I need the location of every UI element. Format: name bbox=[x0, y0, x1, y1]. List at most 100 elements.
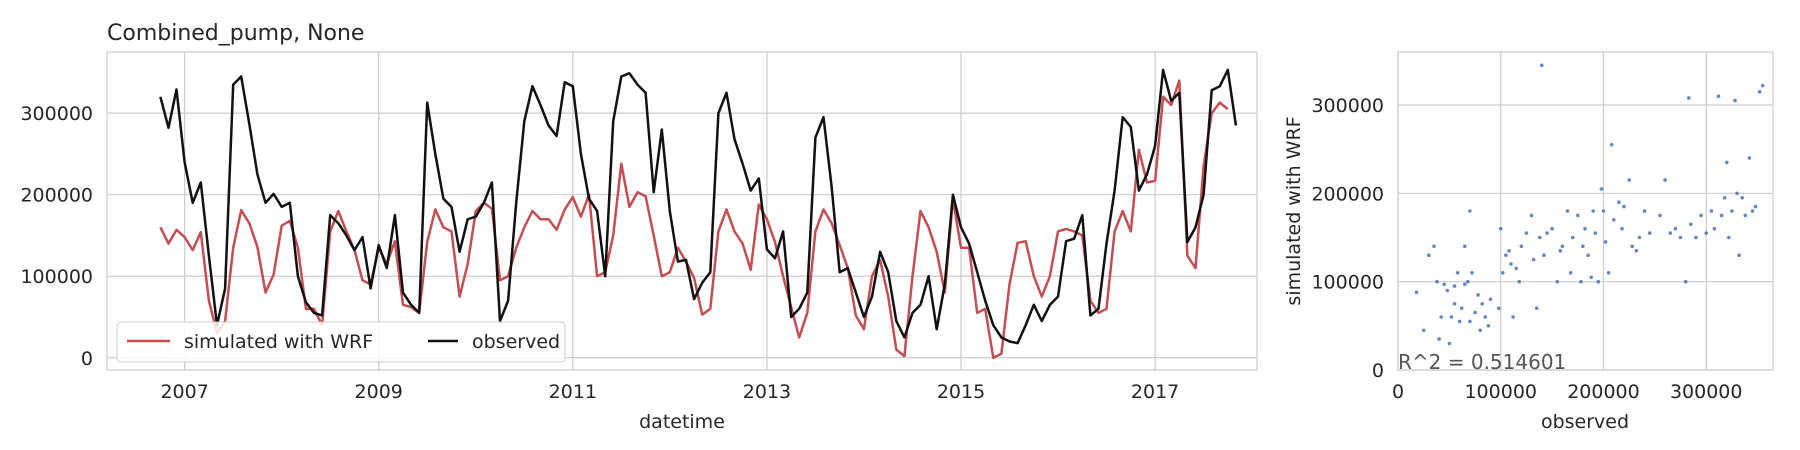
scatter-point bbox=[1601, 209, 1606, 213]
scatter-point bbox=[1576, 213, 1580, 218]
series-line-simulated bbox=[159, 79, 1229, 360]
scatter-point bbox=[1642, 209, 1647, 213]
r-squared-annotation: R^2 = 0.514601 bbox=[1398, 350, 1566, 374]
scatter-x-axis-label: observed bbox=[1541, 411, 1629, 433]
scatter-point bbox=[1452, 284, 1457, 288]
timeseries-grid bbox=[107, 52, 1257, 370]
scatter-point bbox=[1470, 271, 1474, 275]
scatter-point bbox=[1509, 262, 1513, 266]
scatter-point bbox=[1647, 231, 1652, 235]
scatter-point bbox=[1658, 213, 1662, 218]
scatter-point bbox=[1463, 244, 1467, 249]
scatter-point bbox=[1735, 191, 1739, 196]
scatter-point bbox=[1673, 226, 1678, 231]
scatter-point bbox=[1452, 302, 1457, 306]
scatter-point bbox=[1753, 204, 1758, 209]
scatter-point bbox=[1663, 178, 1667, 182]
scatter-point bbox=[1689, 222, 1693, 227]
scatter-point bbox=[1550, 226, 1554, 231]
scatter-point bbox=[1496, 306, 1501, 311]
scatter-point bbox=[1637, 235, 1642, 240]
scatter-point bbox=[1757, 90, 1762, 94]
scatter-point bbox=[1725, 160, 1729, 165]
scatter-x-tick-label: 300000 bbox=[1670, 381, 1743, 403]
scatter-point bbox=[1529, 213, 1534, 218]
scatter-x-tick-label: 0 bbox=[1392, 381, 1404, 403]
scatter-point bbox=[1709, 209, 1714, 213]
scatter-point bbox=[1581, 244, 1585, 249]
scatter-point bbox=[1534, 306, 1539, 311]
scatter-point bbox=[1542, 253, 1546, 257]
scatter-y-tick-label: 200000 bbox=[1311, 183, 1384, 205]
scatter-point bbox=[1683, 279, 1688, 284]
scatter-point bbox=[1524, 231, 1529, 235]
timeseries-x-tick-labels: 2007 2009 2011 2013 2015 2017 bbox=[160, 381, 1179, 403]
scatter-point bbox=[1531, 257, 1536, 262]
scatter-point bbox=[1501, 271, 1505, 275]
scatter-point bbox=[1519, 244, 1524, 249]
scatter-point bbox=[1442, 282, 1446, 287]
scatter-point bbox=[1593, 231, 1598, 235]
scatter-point bbox=[1603, 240, 1608, 244]
scatter-point bbox=[1586, 253, 1590, 257]
scatter-point bbox=[1627, 178, 1631, 182]
scatter-point bbox=[1565, 209, 1570, 213]
scatter-point bbox=[1478, 328, 1482, 333]
scatter-point bbox=[1716, 94, 1721, 98]
scatter-point bbox=[1622, 204, 1626, 209]
scatter-point bbox=[1538, 235, 1542, 240]
series-line-observed bbox=[159, 68, 1238, 345]
scatter-point bbox=[1463, 282, 1467, 287]
timeseries-chart: 2007 2009 2011 2013 2015 2017 0 100000 200000 30… bbox=[20, 21, 1258, 433]
scatter-point bbox=[1504, 253, 1508, 257]
scatter-point bbox=[1435, 279, 1439, 284]
scatter-point bbox=[1476, 293, 1480, 297]
scatter-point bbox=[1570, 235, 1575, 240]
scatter-point bbox=[1612, 218, 1616, 222]
scatter-point bbox=[1540, 63, 1544, 68]
timeseries-plot-area bbox=[106, 51, 1258, 371]
scatter-point bbox=[1668, 231, 1673, 235]
scatter-point bbox=[1468, 209, 1472, 213]
timeseries-y-tick-label: 100000 bbox=[20, 266, 93, 288]
scatter-point bbox=[1634, 249, 1639, 253]
scatter-point bbox=[1630, 244, 1634, 249]
timeseries-y-tick-label: 0 bbox=[81, 348, 93, 370]
scatter-point bbox=[1457, 319, 1462, 324]
scatter-point bbox=[1560, 244, 1565, 249]
timeseries-x-axis-label: datetime bbox=[639, 411, 725, 433]
scatter-point bbox=[1447, 341, 1452, 346]
scatter-point bbox=[1480, 302, 1484, 306]
scatter-point bbox=[1427, 253, 1431, 257]
scatter-point bbox=[1606, 271, 1611, 275]
scatter-point bbox=[1589, 275, 1593, 280]
scatter-point bbox=[1609, 143, 1614, 147]
scatter-point bbox=[1568, 271, 1573, 275]
scatter-y-tick-labels: 0 100000 200000 300000 bbox=[1311, 95, 1384, 382]
scatter-point bbox=[1439, 315, 1443, 319]
scatter-point bbox=[1468, 319, 1472, 324]
scatter-point bbox=[1466, 279, 1470, 284]
scatter-point bbox=[1591, 209, 1595, 213]
scatter-plot-area bbox=[1397, 51, 1774, 371]
scatter-point bbox=[1455, 271, 1460, 275]
timeseries-x-tick-label: 2013 bbox=[743, 381, 791, 403]
scatter-point bbox=[1437, 337, 1441, 341]
scatter-point bbox=[1678, 235, 1683, 240]
legend-label-observed: observed bbox=[472, 331, 560, 353]
legend-box bbox=[116, 321, 566, 363]
timeseries-x-tick-label: 2015 bbox=[937, 381, 985, 403]
scatter-x-tick-label: 200000 bbox=[1567, 381, 1640, 403]
timeseries-y-tick-label: 200000 bbox=[20, 185, 93, 207]
scatter-point bbox=[1432, 244, 1436, 249]
scatter-point bbox=[1699, 213, 1703, 218]
scatter-point bbox=[1459, 306, 1464, 311]
scatter-point bbox=[1421, 328, 1426, 333]
scatter-point bbox=[1750, 209, 1755, 213]
scatter-x-tick-label: 100000 bbox=[1464, 381, 1537, 403]
scatter-point bbox=[1743, 213, 1748, 218]
scatter-point bbox=[1733, 98, 1737, 103]
timeseries-y-tick-label: 300000 bbox=[20, 103, 93, 125]
scatter-point bbox=[1511, 315, 1515, 319]
